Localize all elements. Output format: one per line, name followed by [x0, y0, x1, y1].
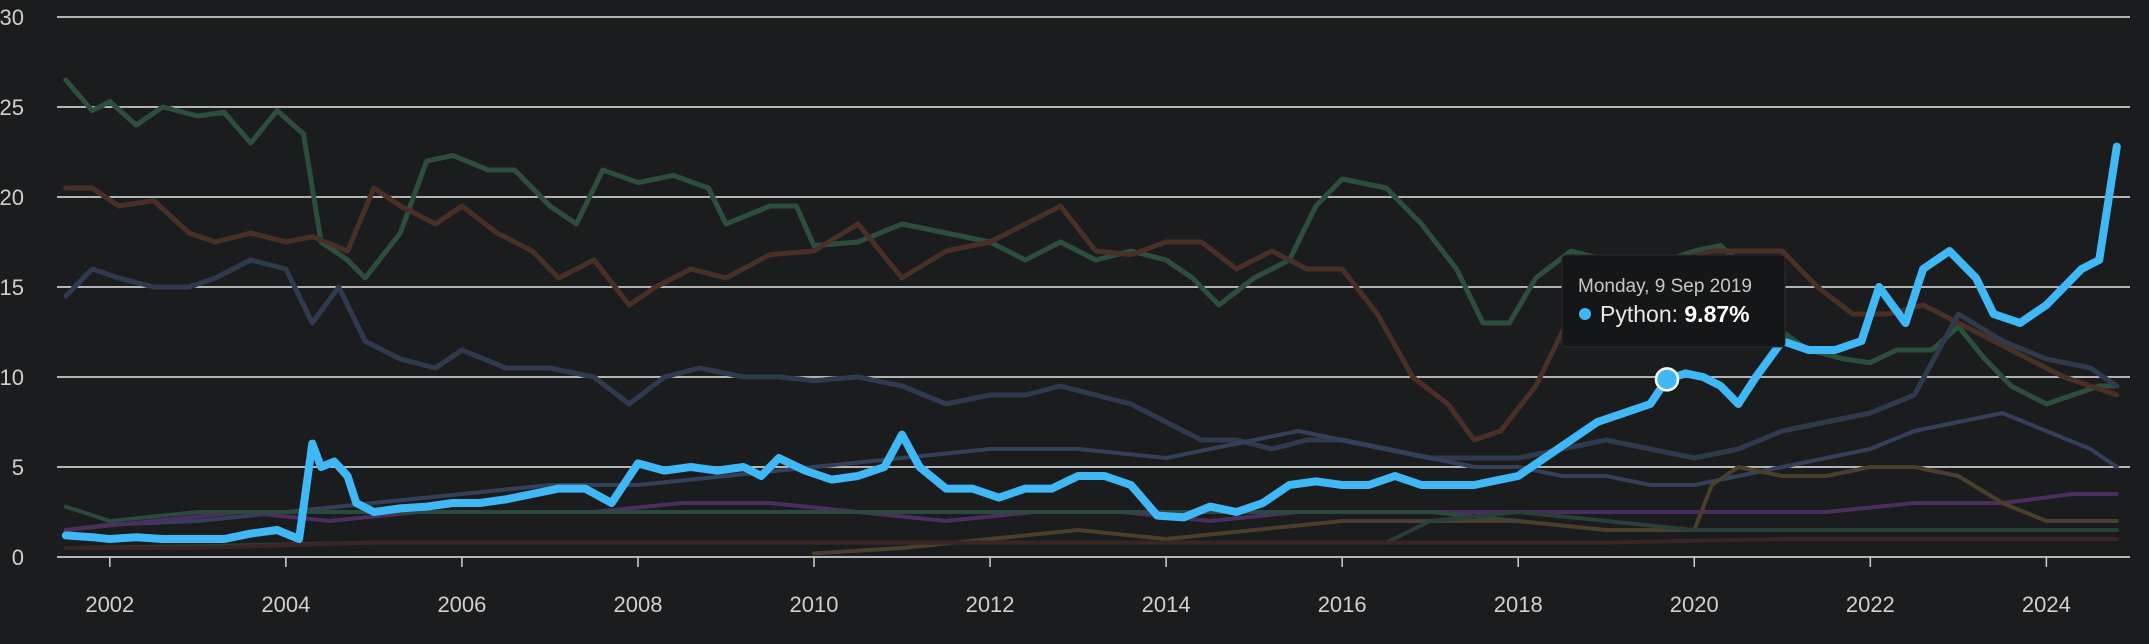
hover-point-marker[interactable] [1654, 367, 1680, 392]
y-tick-label: 10 [0, 365, 24, 390]
x-tick-label: 2012 [966, 592, 1015, 617]
tooltip-colon: : [1672, 301, 1685, 327]
series-line-python[interactable] [61, 142, 2121, 543]
y-tick-label: 20 [0, 185, 24, 210]
grid-lines [57, 16, 2130, 558]
x-axis-ticks: 2002 2004 2006 2008 2010 2012 2014 2016 2018 2020… [85, 557, 2071, 617]
tooltip-value: 9.87% [1684, 301, 1749, 327]
y-tick-label: 15 [0, 275, 24, 300]
y-tick-label: 30 [0, 5, 24, 30]
series-line-3[interactable] [63, 411, 2119, 532]
x-tick-label: 2016 [1318, 592, 1367, 617]
y-tick-label: 5 [12, 455, 24, 480]
x-tick-label: 2018 [1494, 592, 1543, 617]
x-tick-label: 2002 [85, 592, 134, 617]
x-tick-label: 2006 [437, 592, 486, 617]
x-tick-label: 2020 [1670, 592, 1719, 617]
series-lines [61, 77, 2121, 556]
y-tick-label: 25 [0, 95, 24, 120]
tooltip: Monday, 9 Sep 2019 Python: 9.87% [1561, 254, 1786, 348]
tooltip-box [1561, 254, 1786, 348]
tooltip-series-line: Python: 9.87% [1600, 301, 1750, 327]
series-line-8[interactable] [63, 537, 2119, 550]
y-axis-ticks: 0 5 10 15 20 25 30 [0, 5, 24, 570]
series-line-2[interactable] [63, 257, 2120, 461]
x-tick-label: 2010 [790, 592, 839, 617]
x-tick-label: 2024 [2022, 592, 2071, 617]
tooltip-series-dot [1579, 308, 1591, 320]
x-tick-label: 2008 [613, 592, 662, 617]
tooltip-date: Monday, 9 Sep 2019 [1578, 276, 1752, 297]
series-line-6[interactable] [812, 465, 2119, 556]
tooltip-series-name: Python [1600, 301, 1672, 327]
x-tick-label: 2004 [261, 592, 310, 617]
y-tick-label: 0 [12, 545, 24, 570]
x-tick-label: 2022 [1846, 592, 1895, 617]
x-tick-label: 2014 [1142, 592, 1191, 617]
series-line-1[interactable] [63, 185, 2120, 443]
